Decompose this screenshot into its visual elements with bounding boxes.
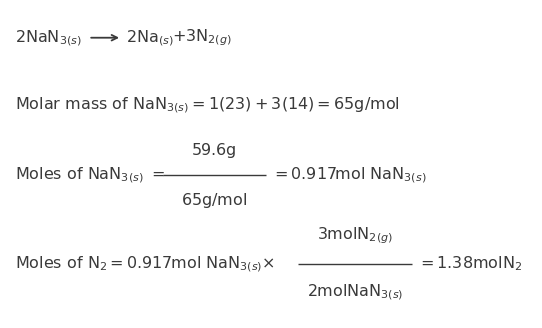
Text: $\mathrm{=1.38molN}_{2}$: $\mathrm{=1.38molN}_{2}$ <box>417 255 522 274</box>
Text: $\mathrm{Moles\ of\ NaN}_{3(s)}\mathrm{\ =}$: $\mathrm{Moles\ of\ NaN}_{3(s)}\mathrm{\… <box>15 166 165 185</box>
Text: $\mathrm{2Na}_{(s)}$: $\mathrm{2Na}_{(s)}$ <box>126 28 173 48</box>
Text: $\mathrm{2NaN}_{3(s)}$: $\mathrm{2NaN}_{3(s)}$ <box>15 28 82 48</box>
Text: $\mathrm{+3N}_{2(g)}$: $\mathrm{+3N}_{2(g)}$ <box>172 28 232 48</box>
Text: $\mathrm{Molar\ mass\ of\ NaN}_{3(s)}\mathrm{=1(23)+3(14)=65g/mol}$: $\mathrm{Molar\ mass\ of\ NaN}_{3(s)}\ma… <box>15 95 400 115</box>
Text: $\mathrm{59.6g}$: $\mathrm{59.6g}$ <box>191 141 237 160</box>
Text: $\mathrm{=0.917mol\ NaN}_{3(s)}$: $\mathrm{=0.917mol\ NaN}_{3(s)}$ <box>271 166 427 185</box>
Text: $\mathrm{2molNaN}_{3(s)}$: $\mathrm{2molNaN}_{3(s)}$ <box>307 282 403 302</box>
Text: $\mathrm{Moles\ of\ N}_{2}\mathrm{=0.917mol\ NaN}_{3(s)}\mathrm{\times}$: $\mathrm{Moles\ of\ N}_{2}\mathrm{=0.917… <box>15 254 275 274</box>
Text: $\mathrm{65g/mol}$: $\mathrm{65g/mol}$ <box>181 191 247 210</box>
Text: $\mathrm{3molN}_{2(g)}$: $\mathrm{3molN}_{2(g)}$ <box>317 226 393 246</box>
